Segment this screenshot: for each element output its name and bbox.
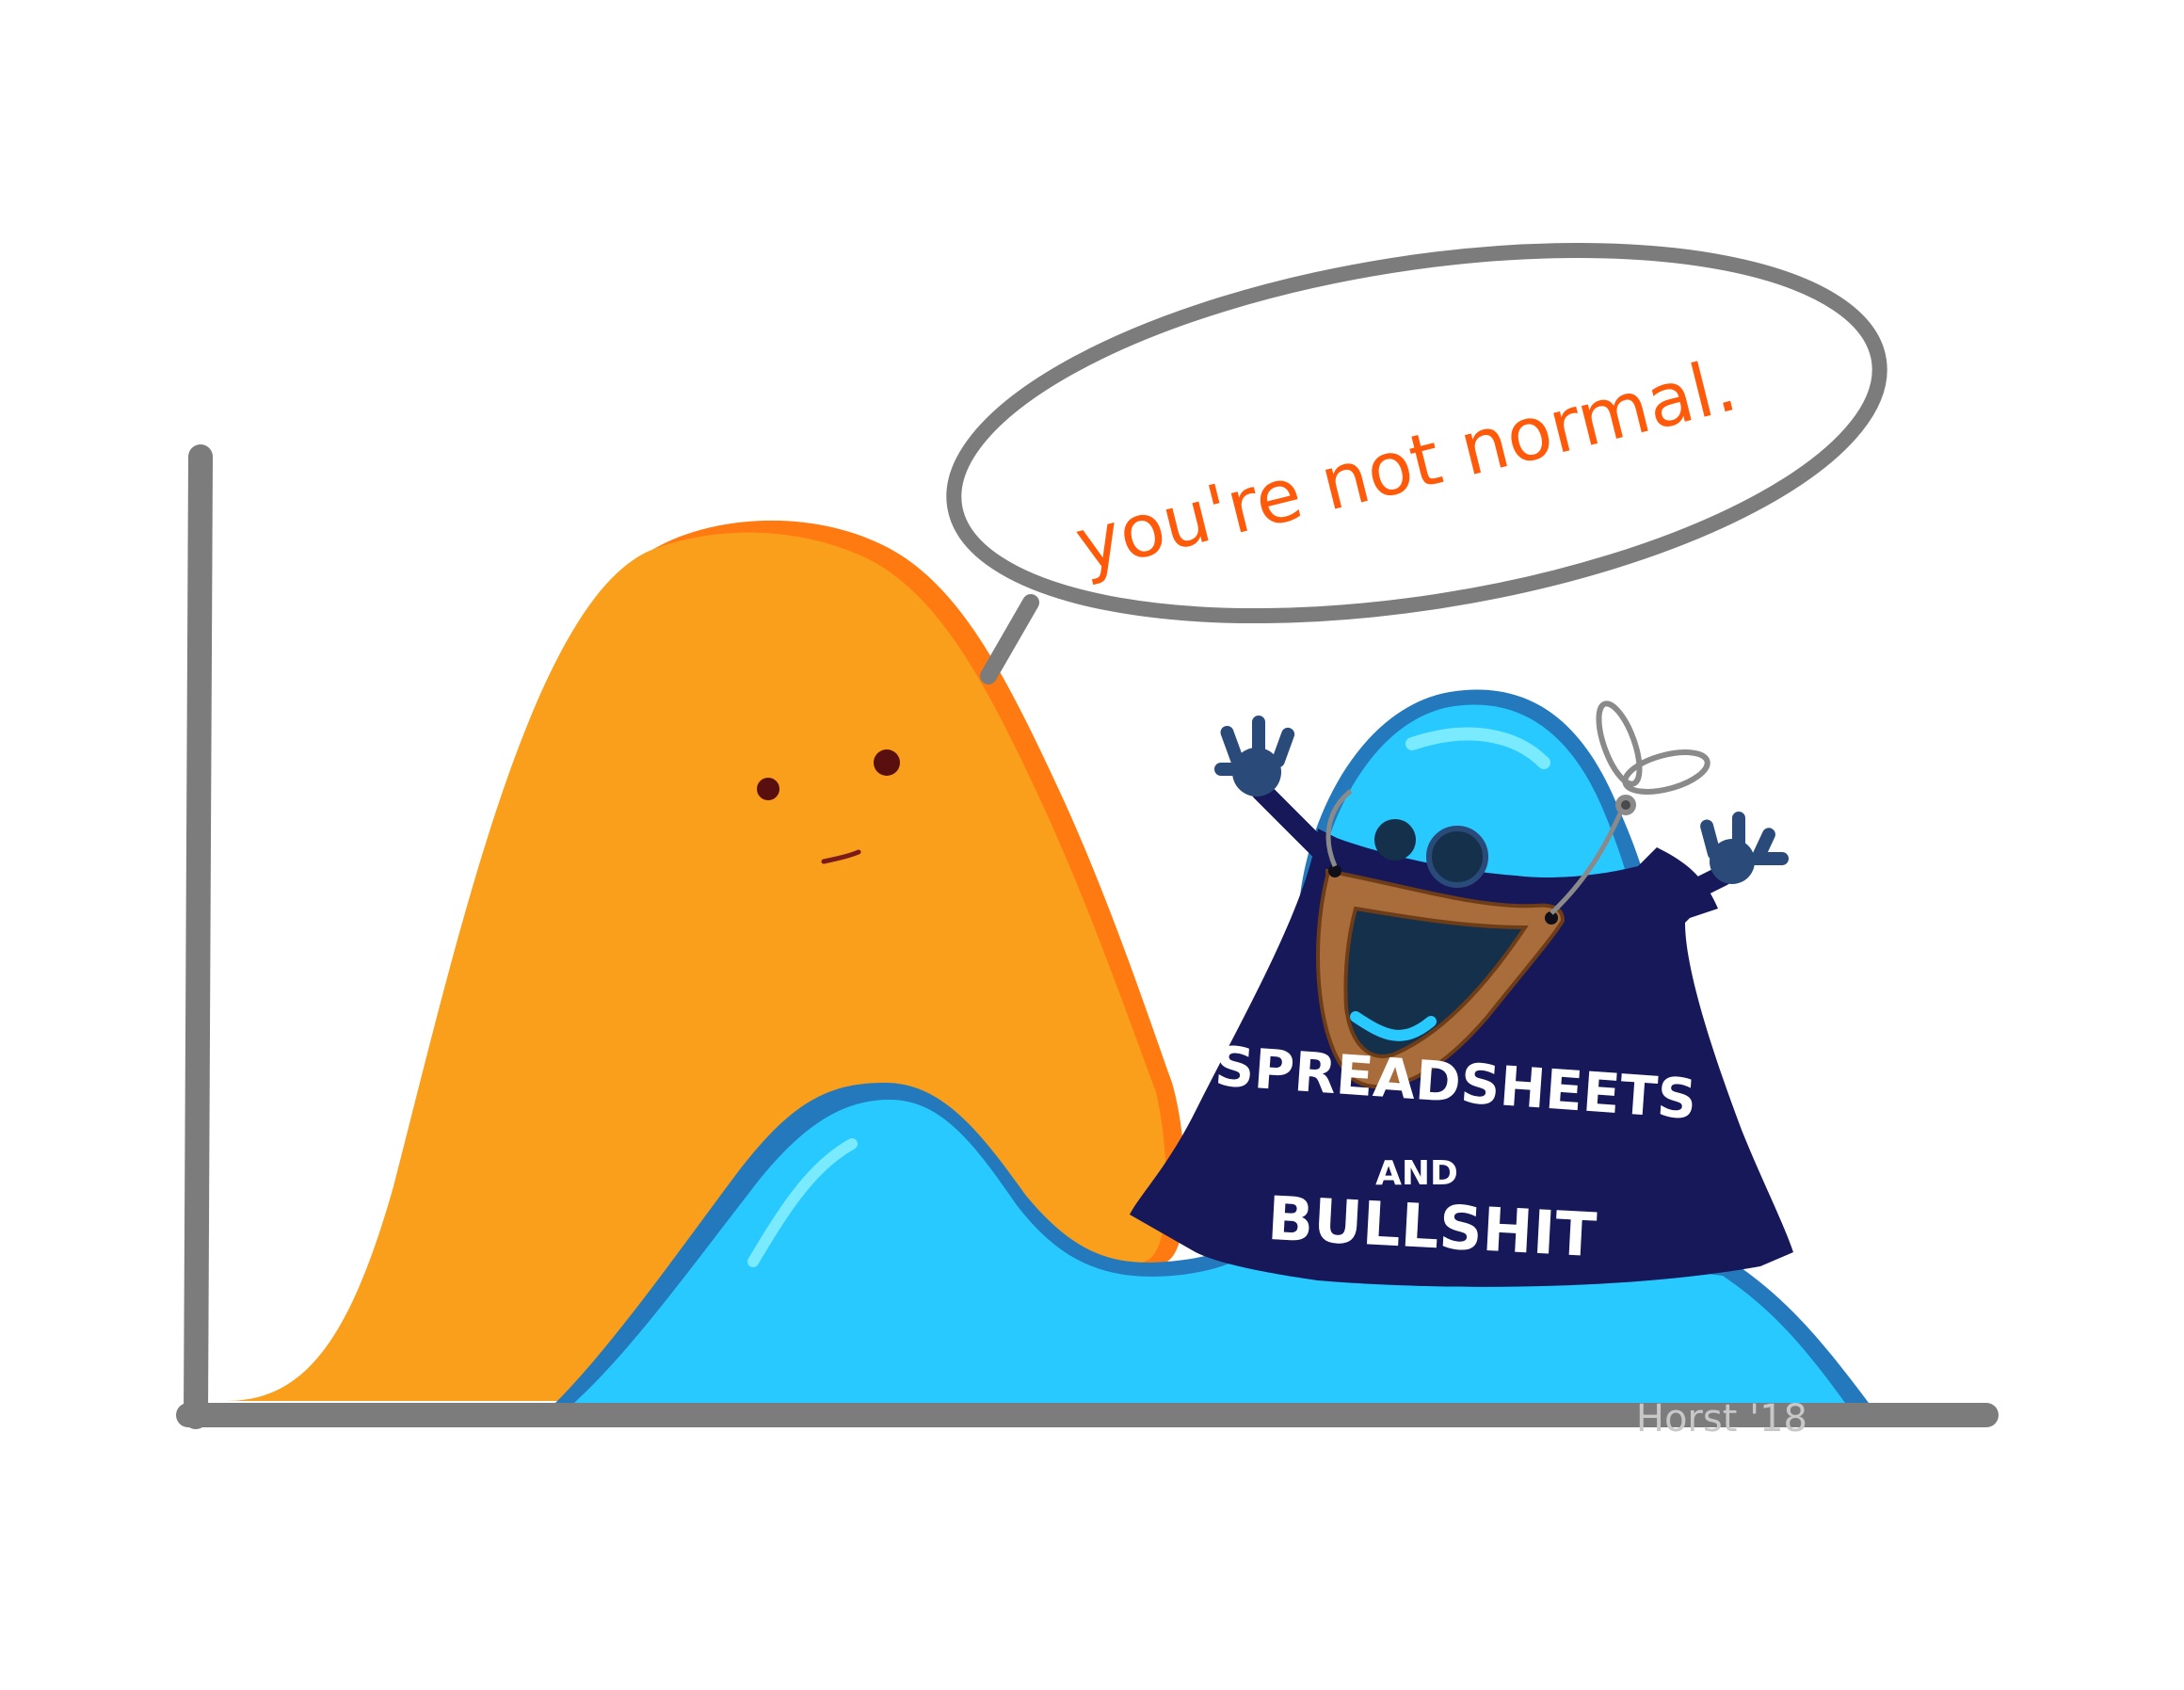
right-hand xyxy=(1700,812,1789,884)
mask-strap-right xyxy=(1550,804,1627,915)
right-eye xyxy=(874,749,900,776)
mask-bow xyxy=(1596,700,1710,815)
blue-blob-character: SPREADSHEETS AND BULLSHIT xyxy=(1130,689,1793,1287)
artist-signature: Horst '18 xyxy=(1636,1397,1807,1441)
blob-right-eye xyxy=(1429,829,1485,885)
blob-mouth-tongue xyxy=(1350,1011,1437,1041)
shirt-text-line2: AND xyxy=(1375,1154,1458,1193)
blob-head-highlight xyxy=(1405,727,1550,769)
bimodal-highlight xyxy=(747,1138,858,1267)
left-eye xyxy=(757,778,779,800)
left-arm xyxy=(1251,781,1328,858)
blob-right-eye-ring xyxy=(1426,826,1488,888)
speech-bubble: you're not normal. xyxy=(946,242,1887,684)
shirt-text-line3: BULLSHIT xyxy=(1266,1184,1598,1271)
blob-mouth xyxy=(1325,890,1544,1068)
speech-bubble-outline xyxy=(946,242,1887,624)
mouth xyxy=(821,849,861,864)
speech-bubble-tail xyxy=(980,594,1039,684)
bimodal-distribution-character xyxy=(555,1083,1869,1403)
mask-stud-right xyxy=(1545,911,1558,925)
mask-strap-left xyxy=(1325,789,1353,867)
left-hand xyxy=(1214,716,1295,797)
blob-left-eye xyxy=(1374,819,1416,861)
bimodal-curve-fill xyxy=(574,1100,1845,1403)
mask-stud-left xyxy=(1328,864,1341,877)
y-axis xyxy=(184,444,213,1429)
shirt xyxy=(1130,829,1793,1287)
face-mask xyxy=(1316,868,1566,1089)
chart-axes xyxy=(176,444,1999,1429)
